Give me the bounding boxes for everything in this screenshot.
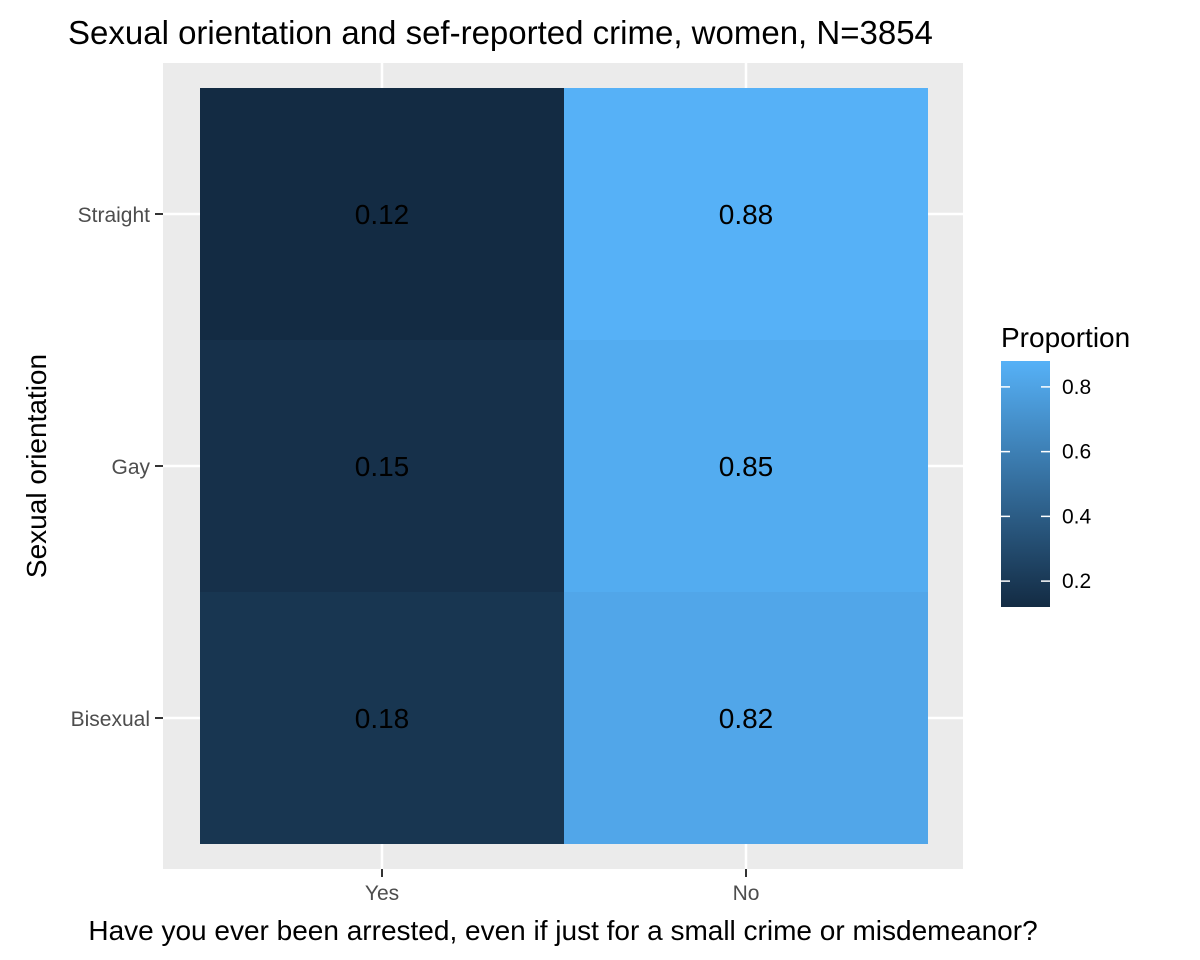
cell-label-straight-yes: 0.12 <box>355 199 410 230</box>
heatmap-cells <box>200 88 928 844</box>
cell-label-gay-no: 0.85 <box>719 451 774 482</box>
cell-label-bisexual-no: 0.82 <box>719 703 774 734</box>
heatmap-cell-bisexual-no <box>564 592 928 844</box>
legend-tick-label-1: 0.4 <box>1062 505 1092 528</box>
x-tick-label-no: No <box>733 882 760 905</box>
legend-title: Proportion <box>1001 322 1130 353</box>
cell-label-bisexual-yes: 0.18 <box>355 703 410 734</box>
cell-value-labels: 0.12 0.88 0.15 0.85 0.18 0.82 <box>355 199 774 734</box>
legend-colorbar <box>1001 361 1050 607</box>
y-axis: Straight Gay Bisexual <box>71 204 163 731</box>
y-tick-label-bisexual: Bisexual <box>71 708 150 731</box>
x-axis: Yes No <box>365 869 760 905</box>
heatmap-cell-bisexual-yes <box>200 592 564 844</box>
heatmap-cell-gay-no <box>564 340 928 592</box>
legend-tick-label-0: 0.2 <box>1062 570 1091 593</box>
heatmap-cell-straight-no <box>564 88 928 340</box>
legend-tick-label-2: 0.6 <box>1062 441 1091 464</box>
heatmap-cell-straight-yes <box>200 88 564 340</box>
legend-tick-label-3: 0.8 <box>1062 376 1091 399</box>
x-axis-title: Have you ever been arrested, even if jus… <box>88 915 1037 946</box>
y-axis-title: Sexual orientation <box>21 354 52 578</box>
legend-ticks: 0.2 0.4 0.6 0.8 <box>1001 376 1092 593</box>
cell-label-straight-no: 0.88 <box>719 199 774 230</box>
cell-label-gay-yes: 0.15 <box>355 451 410 482</box>
y-tick-label-straight: Straight <box>78 204 151 227</box>
y-tick-label-gay: Gay <box>111 456 150 479</box>
color-legend: Proportion 0.2 0.4 0.6 0.8 <box>1001 322 1130 607</box>
chart-title: Sexual orientation and sef-reported crim… <box>68 14 933 51</box>
x-tick-label-yes: Yes <box>365 882 399 905</box>
heatmap-cell-gay-yes <box>200 340 564 592</box>
